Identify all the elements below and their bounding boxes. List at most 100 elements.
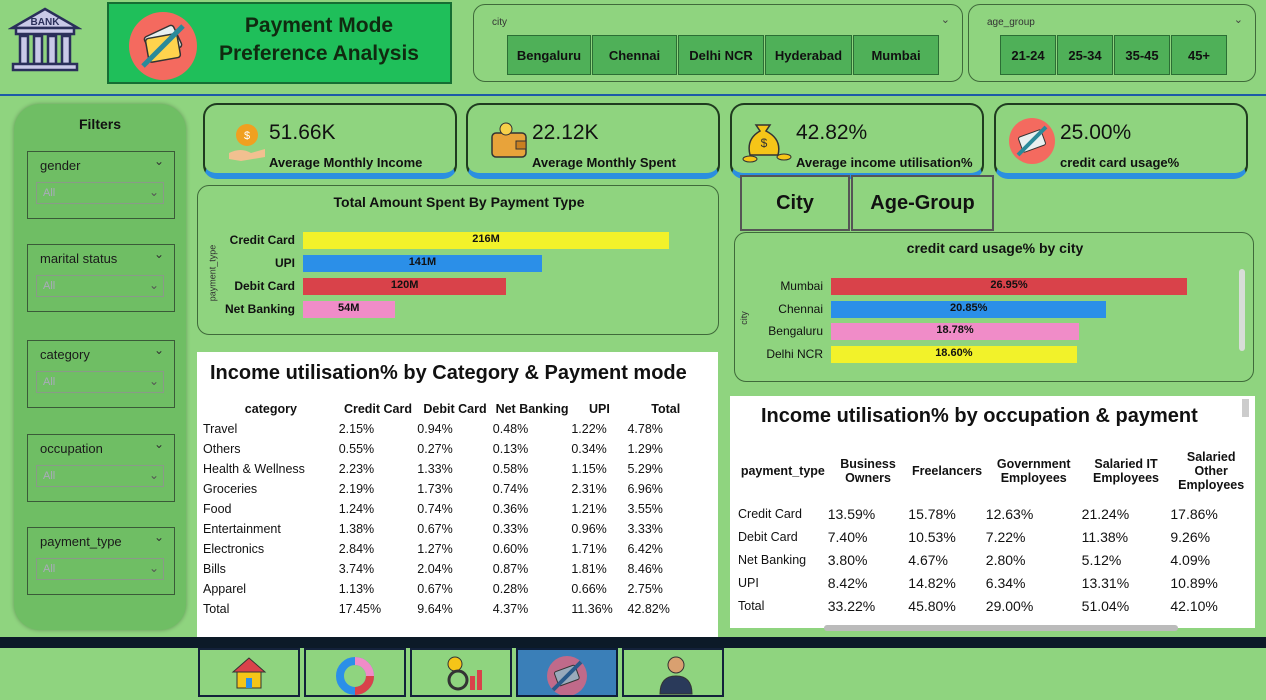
table-cell: 0.36% <box>492 502 529 516</box>
table-cell: 1.22% <box>571 422 607 436</box>
table-cell: 6.96% <box>627 482 663 496</box>
filter-label: category <box>40 347 90 362</box>
bar[interactable] <box>831 323 1080 340</box>
nav-insights-button[interactable] <box>410 648 512 697</box>
filter-dropdown[interactable]: All ⌄ <box>36 558 164 580</box>
bar-value-label: 20.85% <box>950 301 988 314</box>
horizontal-scrollbar[interactable] <box>824 625 1178 631</box>
row-header: Food <box>203 502 232 516</box>
filter-value: All <box>43 187 56 199</box>
svg-text:$: $ <box>761 136 768 150</box>
scrollbar[interactable] <box>1239 269 1245 351</box>
city-chip-bengaluru[interactable]: Bengaluru <box>507 35 591 75</box>
city-slicer: city ⌄ Bengaluru Chennai Delhi NCR Hyder… <box>473 4 963 82</box>
donut-chart-icon <box>336 657 374 695</box>
table-cell: 4.67% <box>908 551 948 568</box>
table-cell: 0.74% <box>492 482 529 496</box>
age-chip-45-plus[interactable]: 45+ <box>1171 35 1227 75</box>
table-cell: 1.27% <box>417 542 453 556</box>
column-header[interactable]: payment_type <box>740 464 825 478</box>
chart-title: credit card usage% by city <box>906 240 1084 256</box>
table-cell: 9.26% <box>1170 528 1211 545</box>
nav-home-button[interactable] <box>198 648 300 697</box>
table-row: Food 1.24% 0.74% 0.36% 1.21% 3.55% <box>203 499 704 519</box>
chevron-down-icon[interactable]: ⌄ <box>153 247 164 261</box>
city-toggle-button[interactable]: City <box>740 175 850 231</box>
bar[interactable] <box>831 300 1107 318</box>
column-header[interactable]: Salaried IT Employees <box>1093 457 1160 485</box>
chevron-down-icon[interactable]: ⌄ <box>153 343 164 357</box>
city-chip-mumbai[interactable]: Mumbai <box>853 35 939 75</box>
nav-donut-button[interactable] <box>304 648 406 697</box>
column-header[interactable]: category <box>244 402 297 416</box>
kpi-label: Average Monthly Income <box>269 155 423 170</box>
column-header[interactable]: UPI <box>588 402 610 416</box>
bar[interactable] <box>303 278 507 295</box>
age-chip-21-24[interactable]: 21-24 <box>1000 35 1056 75</box>
scrollbar[interactable] <box>1242 399 1249 417</box>
filter-dropdown[interactable]: All ⌄ <box>36 275 164 297</box>
bar-value-label: 18.60% <box>935 346 973 359</box>
chevron-down-icon: ⌄ <box>148 468 159 482</box>
cc-usage-by-city-chart: credit card usage% by city city Mumbai 26… <box>734 232 1254 382</box>
table-cell: 17.86% <box>1170 505 1218 522</box>
city-chip-hyderabad[interactable]: Hyderabad <box>765 35 852 75</box>
kpi-card-utilisation: $ 42.82% Average income utilisation% <box>730 103 984 179</box>
column-header[interactable]: Total <box>651 402 681 416</box>
nav-profile-button[interactable] <box>622 648 724 697</box>
table-cell: 0.60% <box>492 542 529 556</box>
column-header[interactable]: Business Owners <box>840 457 896 485</box>
bar-value-label: 54M <box>338 302 360 314</box>
table-cell: 2.75% <box>627 582 663 596</box>
table-cell: 1.33% <box>417 462 453 476</box>
chevron-down-icon[interactable]: ⌄ <box>153 154 164 168</box>
filter-label: payment_type <box>40 534 122 549</box>
filter-label: occupation <box>40 441 103 456</box>
column-header[interactable]: Salaried Other Employees <box>1178 450 1245 492</box>
coins-bag-icon: $ <box>742 117 792 165</box>
bar[interactable] <box>303 232 669 249</box>
chevron-down-icon[interactable]: ⌄ <box>1233 14 1243 26</box>
row-header: Bills <box>203 562 226 576</box>
age-group-slicer: age_group ⌄ 21-24 25-34 35-45 45+ <box>968 4 1256 82</box>
filter-payment-type: payment_type ⌄ All ⌄ <box>27 527 175 595</box>
row-header: UPI <box>738 575 759 590</box>
table-cell: 11.36% <box>571 602 613 616</box>
table-cell: 14.82% <box>908 574 956 591</box>
table-cell: 7.22% <box>985 528 1026 545</box>
bar[interactable] <box>303 255 542 272</box>
age-chip-35-45[interactable]: 35-45 <box>1114 35 1170 75</box>
kpi-label: Average income utilisation% <box>796 155 973 170</box>
column-header[interactable]: Net Banking <box>495 402 569 416</box>
table-row: Electronics 2.84% 1.27% 0.60% 1.71% 6.42% <box>203 539 704 559</box>
kpi-value: 42.82% <box>796 121 868 144</box>
age-group-toggle-button[interactable]: Age-Group <box>851 175 994 231</box>
footer-divider <box>0 637 1266 648</box>
filter-dropdown[interactable]: All ⌄ <box>36 465 164 487</box>
chevron-down-icon[interactable]: ⌄ <box>153 437 164 451</box>
table-cell: 1.13% <box>338 582 375 596</box>
table-cell: 5.29% <box>627 462 663 476</box>
table-row: Entertainment 1.38% 0.67% 0.33% 0.96% 3.33% <box>203 519 704 539</box>
table-cell: 51.04% <box>1081 597 1130 614</box>
bar[interactable] <box>831 278 1187 295</box>
city-chip-chennai[interactable]: Chennai <box>592 35 677 75</box>
bar[interactable] <box>831 345 1077 363</box>
chevron-down-icon[interactable]: ⌄ <box>940 14 950 26</box>
bank-logo: BANK <box>7 6 83 78</box>
filter-dropdown[interactable]: All ⌄ <box>36 182 164 204</box>
chevron-down-icon[interactable]: ⌄ <box>153 530 164 544</box>
bar-category-label: Delhi NCR <box>766 346 823 361</box>
filter-dropdown[interactable]: All ⌄ <box>36 371 164 393</box>
nav-credit-card-button[interactable] <box>516 648 618 697</box>
bar[interactable] <box>303 301 395 318</box>
column-header[interactable]: Government Employees <box>996 457 1071 485</box>
column-header[interactable]: Debit Card <box>423 402 487 416</box>
table-cell: 0.28% <box>492 582 529 596</box>
age-chip-25-34[interactable]: 25-34 <box>1057 35 1113 75</box>
table-cell: 7.40% <box>827 528 868 545</box>
column-header[interactable]: Credit Card <box>343 402 413 416</box>
city-chip-delhi-ncr[interactable]: Delhi NCR <box>678 35 764 75</box>
column-header[interactable]: Freelancers <box>911 464 983 478</box>
page-title: Payment Mode Preference Analysis <box>209 12 429 68</box>
